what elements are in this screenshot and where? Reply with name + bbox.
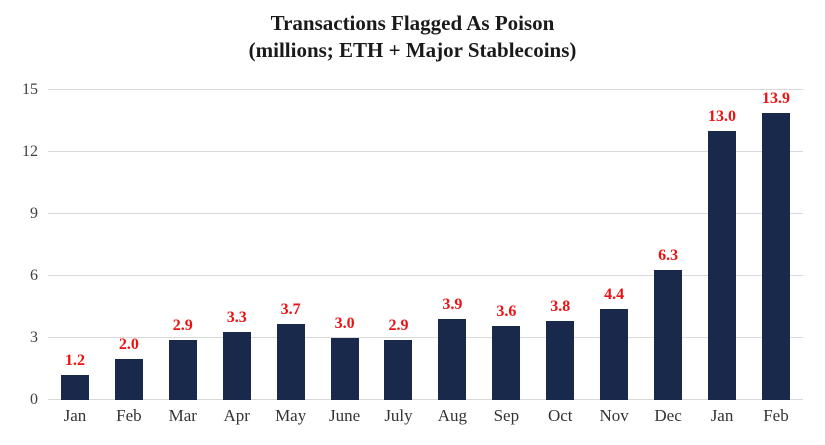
x-tick-label: Jan	[710, 406, 734, 425]
bar-slot: 3.8	[533, 90, 587, 400]
x-tick-label: Feb	[116, 406, 142, 425]
x-tick-label: Sep	[493, 406, 520, 425]
bar-slot: 4.4	[587, 90, 641, 400]
x-tick-label: Jan	[63, 406, 87, 425]
plot-area: 1.2 2.0 2.9 3.3 3.7 3.0 2.9 3.9 3.6 3.8 4.4 6.3 13.0…	[48, 89, 803, 400]
bar-value-label: 3.8	[550, 298, 571, 316]
bar-slot: 3.0	[318, 90, 372, 400]
bar-value-label: 3.7	[280, 300, 301, 318]
x-tick-label: May	[275, 406, 307, 425]
gridline	[48, 89, 803, 90]
bar-slot: 3.3	[210, 90, 264, 400]
bar-value-label: 13.9	[761, 89, 790, 107]
bar-slot: 3.9	[425, 90, 479, 400]
bar	[492, 325, 521, 400]
gridline	[48, 399, 803, 400]
bar-value-label: 3.3	[226, 308, 247, 326]
bar	[708, 131, 737, 400]
bar	[654, 269, 683, 400]
bar	[168, 340, 197, 400]
bar-value-label: 4.4	[604, 286, 625, 304]
bar-slot: 13.0	[695, 90, 749, 400]
bar-slot: 13.9	[749, 90, 803, 400]
gridline	[48, 275, 803, 276]
bar	[384, 340, 413, 400]
bar-slot: 2.0	[102, 90, 156, 400]
x-tick-label: Oct	[547, 406, 573, 425]
bar-slot: 3.7	[264, 90, 318, 400]
bar	[438, 319, 467, 400]
bar-value-label: 2.9	[172, 317, 193, 335]
x-tick-label: Dec	[654, 406, 682, 425]
bar-value-label: 3.6	[496, 302, 517, 320]
bar	[60, 375, 89, 400]
gridline	[48, 337, 803, 338]
chart-subtitle: (millions; ETH + Major Stablecoins)	[248, 38, 577, 62]
bar-value-label: 3.9	[442, 296, 463, 314]
y-tick-label: 12	[22, 143, 38, 160]
bar-value-label: 1.2	[64, 352, 85, 370]
bars-row: 1.2 2.0 2.9 3.3 3.7 3.0 2.9 3.9 3.6 3.8 4.4 6.3 13.0…	[48, 90, 803, 400]
bar-slot: 3.6	[479, 90, 533, 400]
bar	[276, 323, 305, 400]
bar-slot: 2.9	[156, 90, 210, 400]
bar-slot: 2.9	[372, 90, 426, 400]
y-tick-label: 3	[30, 329, 38, 346]
chart-title: Transactions Flagged As Poison	[270, 11, 555, 35]
bar	[761, 112, 790, 400]
x-axis: Jan Feb Mar Apr May June July Aug Sep Oct Nov Dec Ja…	[48, 406, 803, 426]
bar	[600, 309, 629, 400]
bar	[330, 338, 359, 400]
x-tick-label: Aug	[437, 406, 468, 425]
x-tick-label: Feb	[763, 406, 789, 425]
bar-value-label: 3.0	[334, 315, 355, 332]
gridline	[48, 213, 803, 214]
gridline	[48, 151, 803, 152]
x-tick-label: June	[328, 406, 361, 425]
x-tick-label: Mar	[168, 406, 197, 425]
x-tick-label: Apr	[223, 406, 250, 425]
bar-value-label: 13.0	[708, 108, 737, 126]
y-tick-label: 0	[30, 391, 38, 408]
bar	[222, 331, 251, 400]
y-tick-label: 6	[30, 267, 38, 284]
bar-value-label: 2.0	[118, 335, 139, 353]
x-tick-label: Nov	[599, 406, 629, 425]
bar-value-label: 6.3	[658, 246, 679, 264]
y-tick-label: 9	[30, 205, 38, 222]
bar-slot: 1.2	[48, 90, 102, 400]
x-tick-label: July	[384, 406, 413, 425]
bar-value-label: 2.9	[388, 317, 409, 335]
y-tick-label: 15	[22, 81, 38, 98]
y-axis: 0 3 6 9 12 15	[0, 81, 38, 408]
bar	[546, 321, 575, 400]
bar	[114, 358, 143, 400]
bar-slot: 6.3	[641, 90, 695, 400]
